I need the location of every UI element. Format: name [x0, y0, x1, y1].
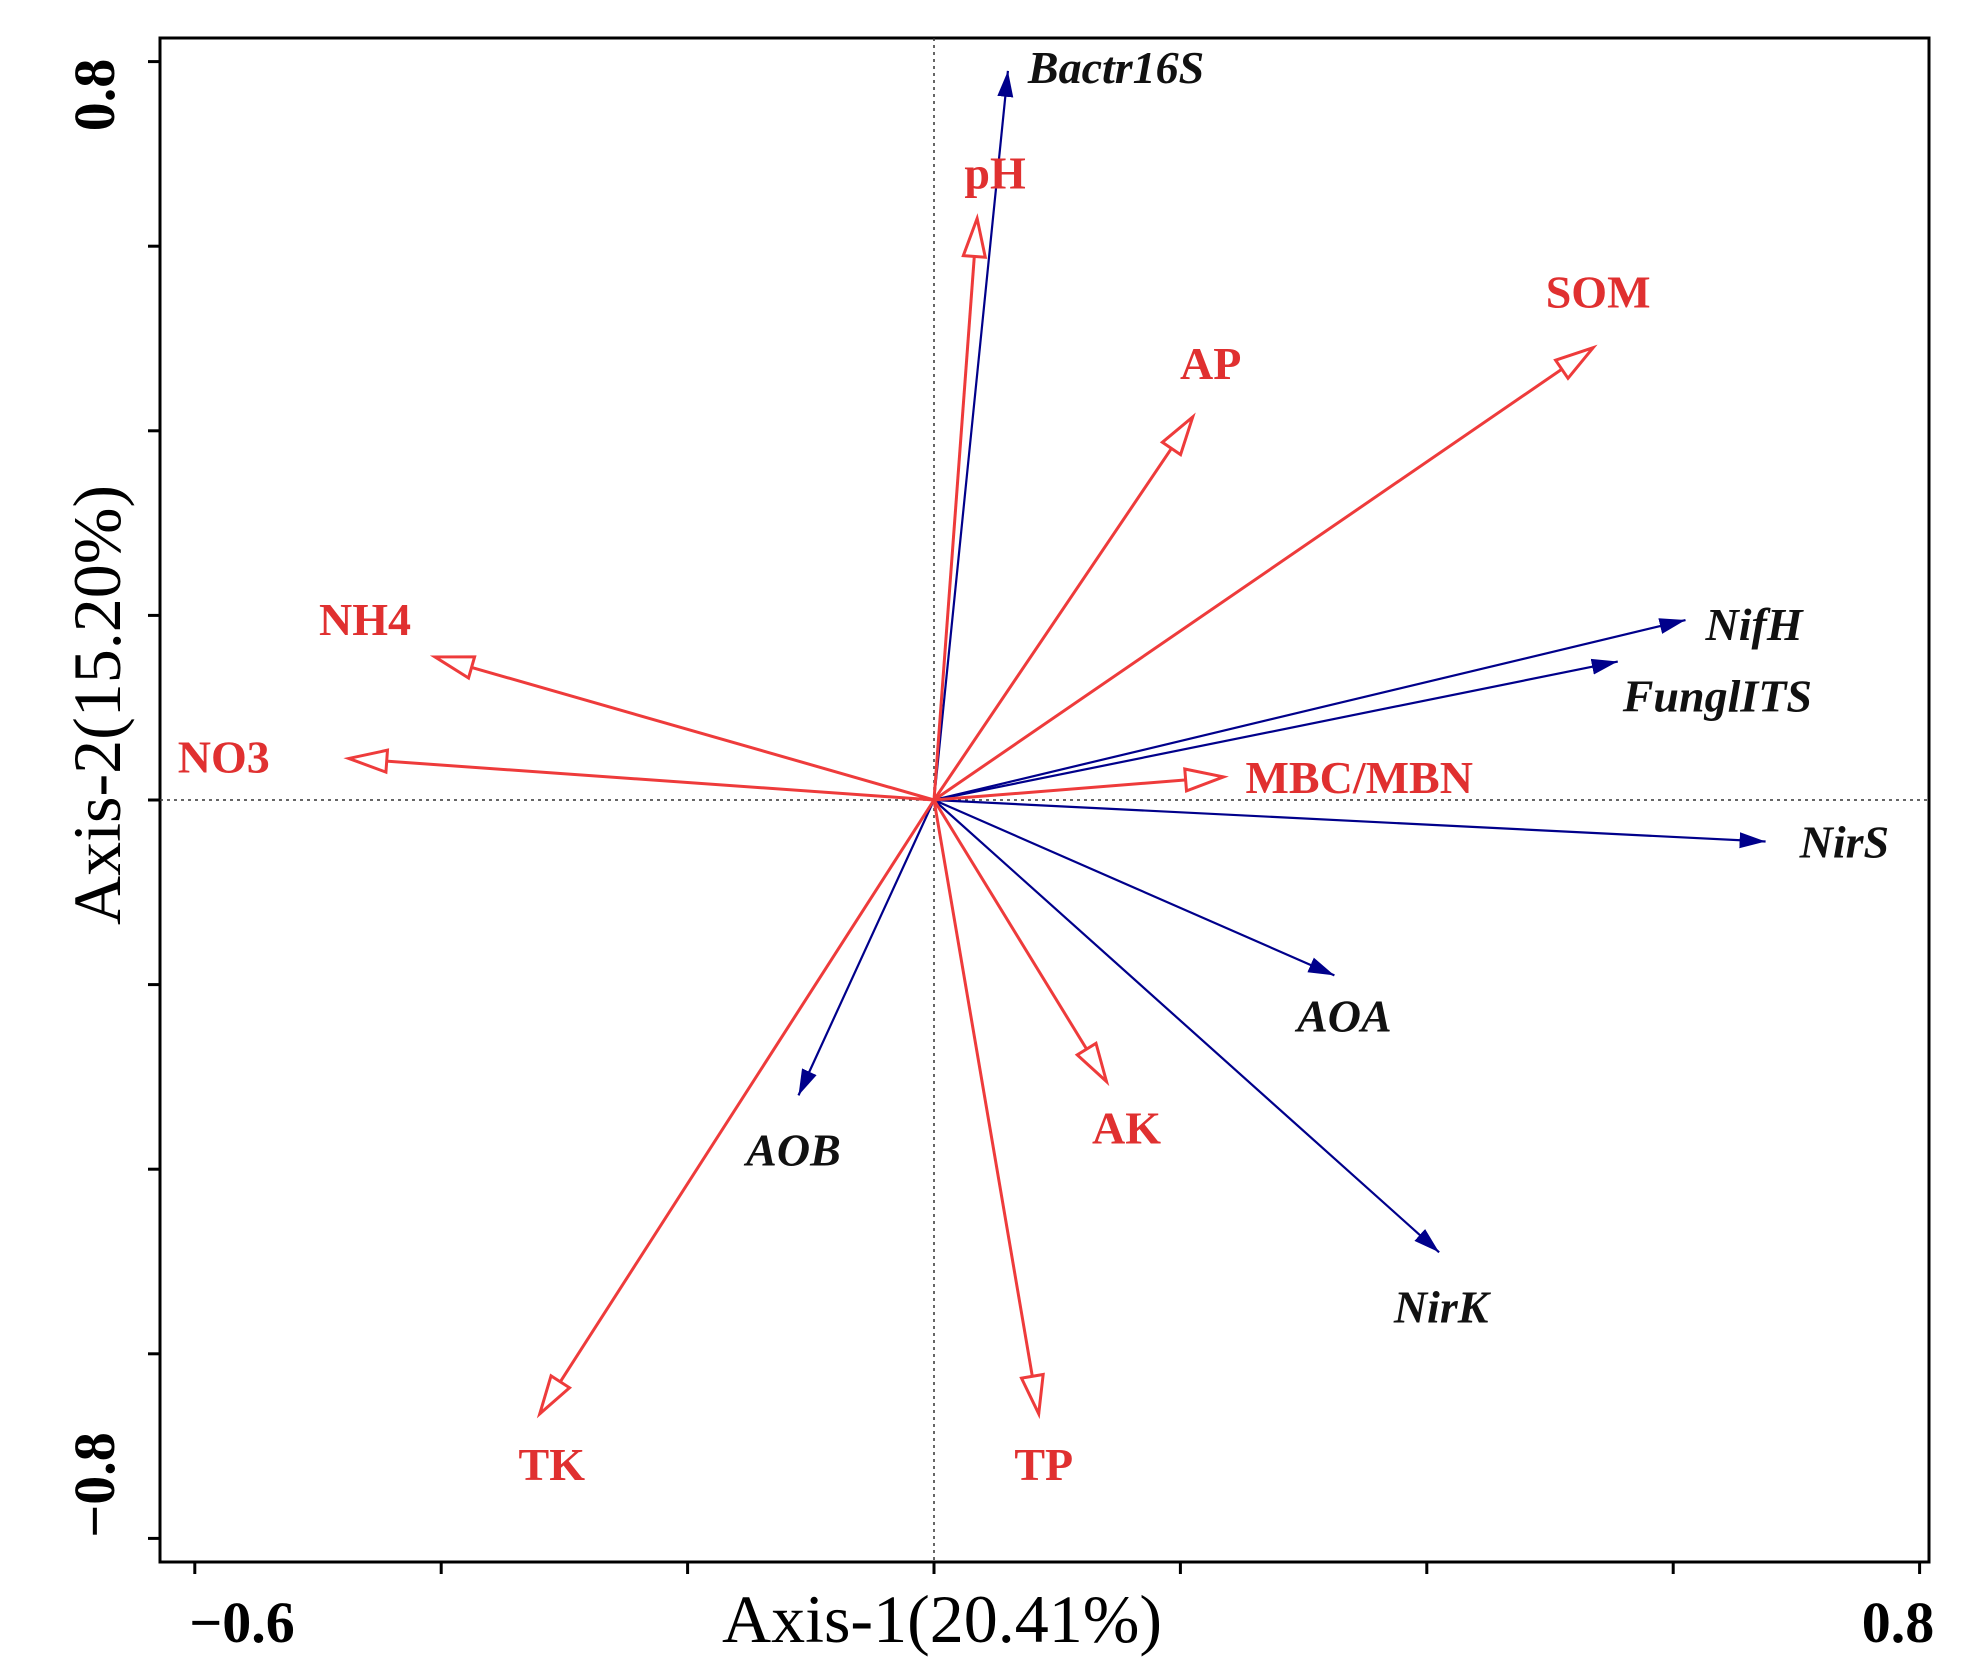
axis-ticks: [148, 60, 1922, 1574]
species-label-funglits: FunglITS: [1622, 671, 1812, 722]
env-label-ph: pH: [964, 148, 1026, 199]
y-tick-label-max: 0.8: [62, 59, 127, 132]
x-axis-title: Axis-1(20.41%): [722, 1581, 1162, 1657]
species-vector-nirs: [933, 798, 1766, 849]
y-tick-label-min: −0.8: [62, 1432, 127, 1538]
env-vector-ap: [932, 412, 1196, 801]
x-tick-label-min: −0.6: [189, 1590, 295, 1655]
env-vector-tp: [932, 799, 1045, 1420]
species-label-nirs: NirS: [1799, 817, 1889, 868]
environmental-vectors: [343, 213, 1598, 1420]
species-label-aoa: AOA: [1294, 990, 1392, 1041]
species-vector-aob: [797, 799, 935, 1096]
env-label-ak: AK: [1092, 1103, 1161, 1154]
env-label-som: SOM: [1546, 267, 1651, 318]
env-label-nh4: NH4: [319, 594, 411, 645]
species-vector-nirk: [933, 799, 1440, 1254]
env-vector-mbc-mbn: [933, 767, 1229, 802]
species-vectors: [797, 70, 1766, 1254]
env-label-ap: AP: [1180, 338, 1241, 389]
species-label-nirk: NirK: [1393, 1281, 1492, 1332]
x-tick-label-max: 0.8: [1862, 1590, 1935, 1655]
env-label-tp: TP: [1014, 1439, 1073, 1490]
species-vector-aoa: [933, 798, 1335, 977]
species-vector-funglits: [933, 658, 1618, 802]
reference-lines: [160, 38, 1929, 1562]
env-vector-tk: [536, 799, 936, 1419]
env-vector-som: [933, 344, 1598, 802]
species-label-aob: AOB: [743, 1124, 841, 1175]
env-label-tk: TK: [519, 1439, 586, 1490]
env-label-mbc-mbn: MBC/MBN: [1246, 752, 1473, 803]
env-vector-no3: [343, 748, 935, 802]
env-vector-nh4: [429, 655, 935, 802]
species-label-bactr16s: Bactr16S: [1027, 42, 1204, 93]
species-vector-nifh: [933, 618, 1686, 802]
species-vector-bactr16s: [932, 70, 1014, 801]
species-label-nifh: NifH: [1705, 599, 1804, 650]
y-axis-title: Axis-2(15.20%): [59, 485, 135, 925]
env-vector-ak: [932, 799, 1110, 1087]
env-vector-ph: [932, 213, 988, 801]
env-label-no3: NO3: [178, 731, 270, 782]
vector-labels: Bactr16S NifH FunglITS NirS AOA NirK AOB pH SOM A…: [178, 42, 1889, 1490]
